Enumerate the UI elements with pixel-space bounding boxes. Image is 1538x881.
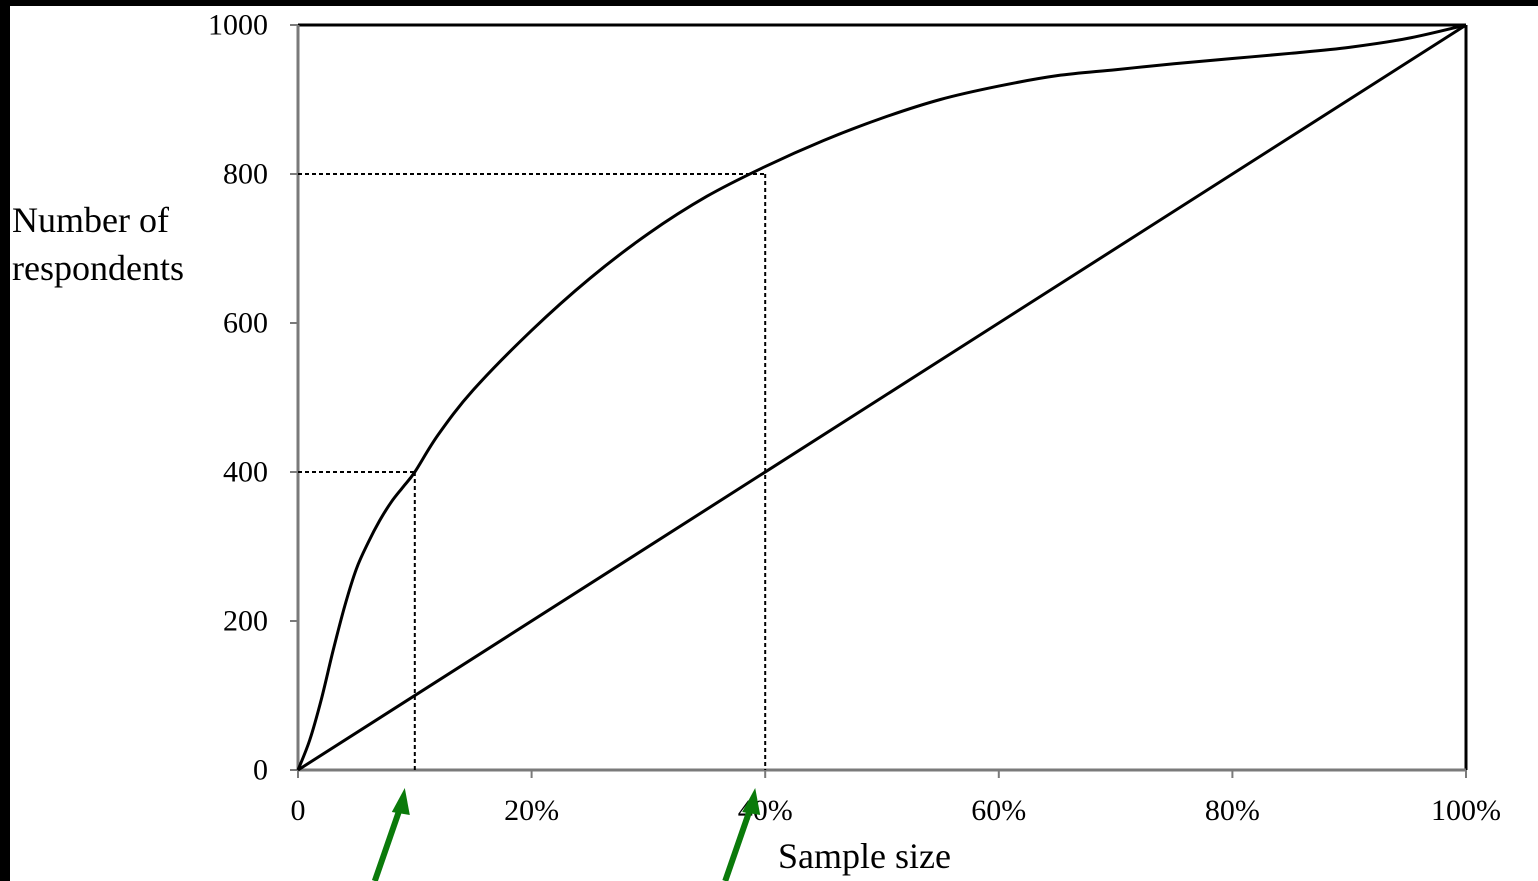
x-tick-label: 80%	[1205, 794, 1260, 827]
y-tick-label: 800	[223, 158, 268, 191]
y-tick-label: 200	[223, 605, 268, 638]
series-line-2	[297, 23, 1467, 772]
x-tick-label: 0	[291, 794, 306, 827]
y-tick-label: 0	[253, 754, 268, 787]
series-line-1	[296, 23, 1467, 771]
annotation-arrow-shaft-1	[371, 805, 404, 881]
x-axis-title: Sample size	[778, 836, 951, 876]
y-axis-title-line: respondents	[12, 248, 184, 288]
annotation-arrow-head-1	[391, 788, 410, 815]
y-tick-label: 600	[223, 307, 268, 340]
annotation-arrow-shaft-2	[722, 805, 755, 881]
y-axis-title-line: Number of	[12, 200, 169, 240]
y-tick-label: 400	[223, 456, 268, 489]
y-tick-label: 1000	[208, 9, 268, 42]
x-tick-label: 100%	[1431, 794, 1501, 827]
chart-panel	[10, 6, 1538, 881]
annotation-arrow-head-2	[742, 788, 761, 815]
x-tick-label: 20%	[504, 794, 559, 827]
x-tick-label: 60%	[971, 794, 1026, 827]
